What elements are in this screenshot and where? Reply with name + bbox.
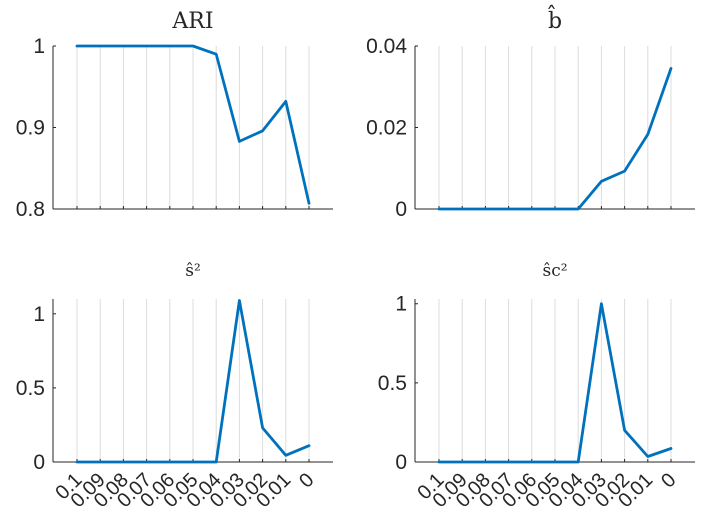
y-tick-label: 0.04 — [366, 35, 407, 58]
y-tick-label: 0.02 — [366, 117, 407, 140]
x-tick-label: 0 — [657, 469, 680, 492]
y-tick-label: 0.5 — [378, 372, 407, 395]
subplot-s-hat-c-squared: ŝc² 0.10.090.080.070.060.050.040.030.020… — [378, 261, 695, 512]
y-tick-label: 1 — [33, 303, 45, 326]
y-tick-label: 0 — [395, 451, 407, 474]
y-tick-label: 0.9 — [16, 117, 45, 140]
subplot-s-hat-squared: ŝ² 0.10.090.080.070.060.050.040.030.020.… — [16, 261, 333, 512]
x-tick-label: 0 — [295, 469, 318, 492]
subplot-b-hat: b̂ 0 0.02 0.04 — [366, 5, 695, 221]
y-tick-label: 0 — [33, 451, 45, 474]
y-tick-label: 0.5 — [16, 377, 45, 400]
subplot-ari: ARI 0.8 0.9 1 — [16, 9, 333, 221]
y-tick-label: 1 — [395, 293, 407, 316]
y-tick-label: 0.8 — [16, 198, 45, 221]
subplot-ari-title: ARI — [171, 9, 213, 34]
subplot-s-hat-squared-title: ŝ² — [185, 261, 201, 281]
y-tick-label: 0 — [395, 198, 407, 221]
subplot-b-hat-title: b̂ — [548, 5, 562, 34]
y-tick-label: 1 — [33, 35, 45, 58]
subplot-s-hat-c-squared-title: ŝc² — [542, 261, 567, 281]
